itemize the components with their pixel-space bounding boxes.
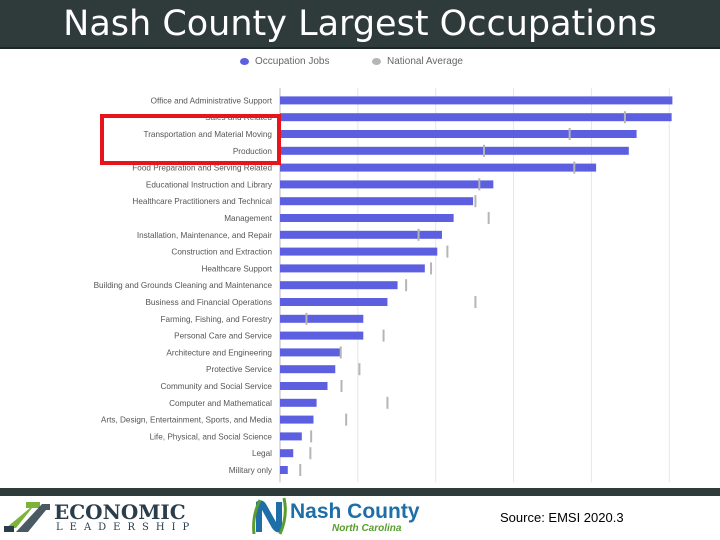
- footer: [0, 496, 720, 540]
- category-label-transportation-and-material-moving: Transportation and Material Moving: [144, 130, 273, 139]
- category-label-life-physical-and-social-science: Life, Physical, and Social Science: [150, 432, 273, 441]
- national-average-marker-installation-maintenance-and-repair: [417, 228, 420, 241]
- national-average-marker-management: [487, 212, 490, 224]
- national-average-marker-farming-fishing-and-forestry: [305, 312, 308, 325]
- bar-office-and-administrative-support: [280, 96, 673, 105]
- national-average-marker-building-and-grounds-cleaning-and-maintenance: [405, 279, 408, 292]
- category-label-healthcare-practitioners-and-technical: Healthcare Practitioners and Technical: [132, 197, 272, 206]
- category-label-farming-fishing-and-forestry: Farming, Fishing, and Forestry: [161, 315, 273, 324]
- category-label-office-and-administrative-support: Office and Administrative Support: [151, 96, 273, 105]
- category-label-production: Production: [233, 147, 273, 156]
- bar-sales-and-related: [280, 113, 672, 122]
- bar-building-and-grounds-cleaning-and-maintenance: [280, 281, 398, 290]
- category-label-construction-and-extraction: Construction and Extraction: [171, 248, 272, 257]
- legend-label-occupation-jobs: Occupation Jobs: [255, 56, 330, 67]
- national-average-marker-protective-service: [358, 363, 361, 376]
- footer-rule: [0, 488, 720, 496]
- category-label-management: Management: [224, 214, 273, 223]
- bar-computer-and-mathematical: [280, 398, 317, 407]
- legend-item-national-average: National Average: [372, 56, 463, 67]
- national-average-marker-architecture-and-engineering: [339, 346, 342, 359]
- bar-legal: [280, 449, 294, 458]
- category-label-educational-instruction-and-library: Educational Instruction and Library: [146, 180, 273, 189]
- national-average-marker-personal-care-and-service: [382, 329, 385, 342]
- bar-military-only: [280, 466, 288, 474]
- national-average-marker-sales-and-related: [623, 111, 626, 124]
- legend-label-national-average: National Average: [387, 56, 463, 67]
- highlight-box: [100, 114, 281, 165]
- bar-protective-service: [280, 365, 336, 374]
- category-label-legal: Legal: [252, 449, 272, 458]
- category-label-building-and-grounds-cleaning-and-maintenance: Building and Grounds Cleaning and Mainte…: [94, 281, 273, 290]
- arrow-icon: [4, 502, 50, 532]
- logo-word-leadership: LEADERSHIP: [56, 522, 197, 533]
- legend-item-occupation-jobs: Occupation Jobs: [240, 56, 330, 67]
- category-label-protective-service: Protective Service: [206, 365, 272, 374]
- national-average-marker-food-preparation-and-serving-related: [573, 161, 576, 174]
- national-average-marker-healthcare-support: [430, 262, 433, 275]
- national-average-marker-healthcare-practitioners-and-technical: [474, 195, 477, 208]
- category-label-healthcare-support: Healthcare Support: [201, 264, 272, 273]
- bar-construction-and-extraction: [280, 247, 438, 256]
- nash-county-logo: Nash County North Carolina: [250, 496, 420, 536]
- bar-transportation-and-material-moving: [280, 130, 637, 138]
- logo-word-economic: ECONOMIC: [54, 500, 186, 524]
- national-average-marker-transportation-and-material-moving: [568, 128, 571, 140]
- nash-emblem-icon: [252, 497, 287, 535]
- national-average-marker-educational-instruction-and-library: [478, 178, 481, 191]
- national-average-marker-construction-and-extraction: [446, 245, 449, 258]
- category-label-community-and-social-service: Community and Social Service: [161, 382, 273, 391]
- category-label-installation-maintenance-and-repair: Installation, Maintenance, and Repair: [137, 231, 272, 240]
- bar-architecture-and-engineering: [280, 348, 340, 357]
- bar-community-and-social-service: [280, 382, 328, 390]
- category-label-business-and-financial-operations: Business and Financial Operations: [145, 298, 272, 307]
- bar-chart: 01,0002,0003,0004,0005,000Office and Adm…: [94, 88, 673, 483]
- bar-life-physical-and-social-science: [280, 432, 302, 441]
- slide-title: Nash County Largest Occupations: [63, 4, 657, 44]
- category-label-military-only: Military only: [229, 466, 273, 475]
- bar-personal-care-and-service: [280, 331, 364, 340]
- national-average-marker-military-only: [299, 464, 302, 476]
- bar-production: [280, 146, 629, 155]
- bar-arts-design-entertainment-sports-and-media: [280, 415, 314, 424]
- bar-management: [280, 214, 454, 222]
- bar-installation-maintenance-and-repair: [280, 230, 442, 239]
- bar-healthcare-practitioners-and-technical: [280, 197, 474, 206]
- bar-business-and-financial-operations: [280, 298, 388, 306]
- national-average-marker-arts-design-entertainment-sports-and-media: [345, 413, 348, 426]
- category-label-computer-and-mathematical: Computer and Mathematical: [169, 399, 272, 408]
- category-label-personal-care-and-service: Personal Care and Service: [174, 332, 272, 341]
- source-note: Source: EMSI 2020.3: [500, 510, 624, 525]
- economic-leadership-logo: ECONOMIC LEADERSHIP: [2, 498, 189, 534]
- legend-swatch-occupation-jobs: [240, 57, 249, 65]
- title-bar: Nash County Largest Occupations: [0, 0, 720, 49]
- category-label-architecture-and-engineering: Architecture and Engineering: [166, 348, 272, 357]
- national-average-marker-community-and-social-service: [340, 380, 343, 392]
- national-average-marker-legal: [309, 447, 312, 460]
- legend-swatch-national-average: [372, 57, 381, 65]
- bar-educational-instruction-and-library: [280, 180, 494, 189]
- bar-food-preparation-and-serving-related: [280, 163, 597, 172]
- national-average-marker-life-physical-and-social-science: [310, 430, 313, 443]
- bar-healthcare-support: [280, 264, 425, 273]
- national-average-marker-computer-and-mathematical: [386, 396, 389, 409]
- national-average-marker-business-and-financial-operations: [474, 296, 477, 308]
- category-label-arts-design-entertainment-sports-and-media: Arts, Design, Entertainment, Sports, and…: [101, 416, 273, 425]
- bar-farming-fishing-and-forestry: [280, 314, 364, 323]
- logo-nash-state: North Carolina: [332, 523, 402, 534]
- category-label-food-preparation-and-serving-related: Food Preparation and Serving Related: [132, 164, 272, 173]
- national-average-marker-production: [482, 144, 485, 157]
- logo-nash-name: Nash County: [290, 500, 420, 523]
